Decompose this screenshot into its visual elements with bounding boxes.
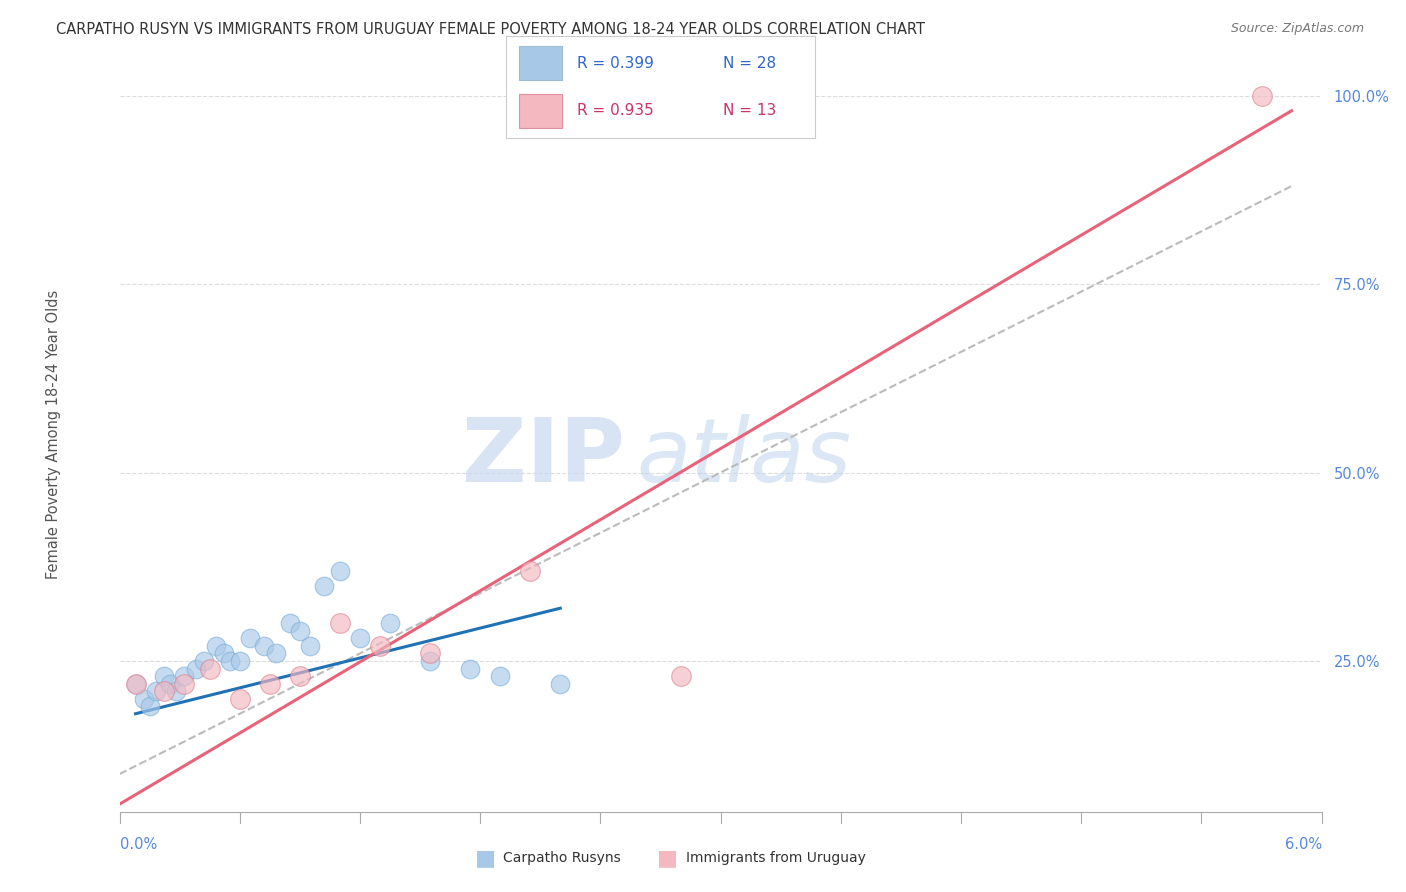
Point bbox=[669, 669, 692, 683]
Point bbox=[165, 684, 187, 698]
Point bbox=[368, 639, 391, 653]
Text: Carpatho Rusyns: Carpatho Rusyns bbox=[503, 851, 621, 865]
Point bbox=[124, 676, 146, 690]
Point bbox=[288, 669, 311, 683]
Point bbox=[253, 639, 276, 653]
Point bbox=[298, 639, 321, 653]
Text: N = 28: N = 28 bbox=[723, 56, 776, 70]
Point bbox=[228, 654, 250, 668]
Point bbox=[329, 616, 352, 631]
Point bbox=[278, 616, 301, 631]
Point bbox=[173, 676, 195, 690]
Text: Source: ZipAtlas.com: Source: ZipAtlas.com bbox=[1230, 22, 1364, 36]
Point bbox=[212, 647, 235, 661]
Bar bbox=[519, 45, 562, 79]
Point bbox=[458, 661, 481, 675]
Text: ZIP: ZIP bbox=[461, 414, 624, 501]
Point bbox=[132, 691, 155, 706]
Point bbox=[159, 676, 181, 690]
Point bbox=[259, 676, 281, 690]
Text: R = 0.399: R = 0.399 bbox=[578, 56, 654, 70]
Point bbox=[145, 684, 167, 698]
Point bbox=[218, 654, 240, 668]
Point bbox=[419, 654, 441, 668]
Point bbox=[228, 691, 250, 706]
Point bbox=[264, 647, 287, 661]
Text: N = 13: N = 13 bbox=[723, 103, 776, 118]
Point bbox=[312, 579, 335, 593]
Text: Immigrants from Uruguay: Immigrants from Uruguay bbox=[686, 851, 866, 865]
Text: ■: ■ bbox=[658, 848, 678, 868]
Bar bbox=[519, 95, 562, 128]
Text: ■: ■ bbox=[475, 848, 495, 868]
Point bbox=[329, 564, 352, 578]
Point bbox=[152, 684, 174, 698]
Point bbox=[124, 676, 146, 690]
Point bbox=[349, 632, 371, 646]
Point bbox=[239, 632, 262, 646]
Point bbox=[489, 669, 512, 683]
Text: R = 0.935: R = 0.935 bbox=[578, 103, 654, 118]
Point bbox=[548, 676, 571, 690]
Point bbox=[1250, 88, 1272, 103]
Point bbox=[138, 699, 160, 714]
Text: CARPATHO RUSYN VS IMMIGRANTS FROM URUGUAY FEMALE POVERTY AMONG 18-24 YEAR OLDS C: CARPATHO RUSYN VS IMMIGRANTS FROM URUGUA… bbox=[56, 22, 925, 37]
Point bbox=[198, 661, 221, 675]
Text: 0.0%: 0.0% bbox=[120, 837, 156, 852]
Point bbox=[204, 639, 226, 653]
Point bbox=[519, 564, 541, 578]
Point bbox=[152, 669, 174, 683]
Point bbox=[193, 654, 215, 668]
Point bbox=[288, 624, 311, 638]
Point bbox=[378, 616, 401, 631]
Text: atlas: atlas bbox=[637, 415, 851, 500]
Point bbox=[419, 647, 441, 661]
Point bbox=[184, 661, 207, 675]
Text: 6.0%: 6.0% bbox=[1285, 837, 1322, 852]
Text: Female Poverty Among 18-24 Year Olds: Female Poverty Among 18-24 Year Olds bbox=[46, 290, 60, 580]
Point bbox=[173, 669, 195, 683]
